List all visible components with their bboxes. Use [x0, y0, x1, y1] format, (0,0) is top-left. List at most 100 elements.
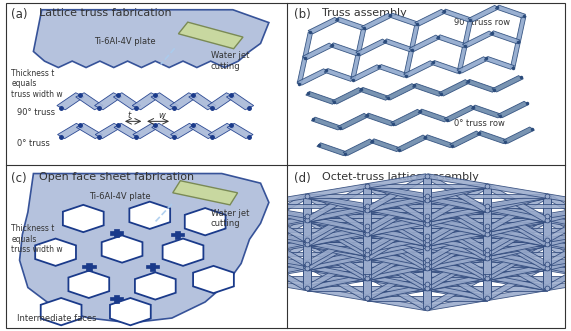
- Polygon shape: [423, 220, 431, 244]
- Polygon shape: [303, 268, 311, 288]
- Polygon shape: [366, 194, 428, 208]
- Polygon shape: [305, 238, 428, 266]
- Polygon shape: [485, 238, 548, 256]
- Polygon shape: [114, 295, 119, 303]
- Polygon shape: [86, 263, 91, 271]
- Polygon shape: [426, 174, 488, 188]
- Polygon shape: [246, 262, 308, 280]
- Polygon shape: [486, 228, 548, 242]
- Polygon shape: [363, 210, 371, 230]
- Polygon shape: [130, 202, 170, 229]
- Polygon shape: [363, 278, 371, 298]
- Polygon shape: [133, 123, 159, 139]
- Polygon shape: [425, 238, 548, 266]
- Polygon shape: [486, 276, 548, 291]
- Polygon shape: [171, 123, 196, 139]
- Text: Lattice truss fabrication: Lattice truss fabrication: [39, 8, 171, 18]
- Polygon shape: [246, 252, 368, 280]
- Polygon shape: [208, 123, 234, 139]
- Polygon shape: [19, 173, 269, 323]
- Polygon shape: [365, 184, 488, 212]
- Polygon shape: [423, 248, 431, 268]
- Polygon shape: [367, 252, 486, 257]
- Polygon shape: [423, 264, 431, 284]
- Polygon shape: [363, 206, 371, 250]
- Polygon shape: [366, 242, 428, 257]
- Polygon shape: [404, 50, 414, 76]
- Polygon shape: [365, 208, 428, 226]
- Polygon shape: [364, 233, 429, 270]
- Polygon shape: [543, 244, 550, 264]
- Polygon shape: [385, 84, 417, 100]
- Polygon shape: [425, 262, 548, 291]
- Polygon shape: [335, 17, 365, 30]
- Polygon shape: [366, 208, 428, 222]
- Polygon shape: [426, 194, 488, 208]
- Polygon shape: [364, 222, 429, 260]
- Polygon shape: [427, 262, 547, 266]
- Polygon shape: [132, 93, 159, 110]
- Polygon shape: [503, 127, 534, 143]
- Polygon shape: [363, 230, 371, 254]
- Polygon shape: [483, 254, 490, 274]
- Polygon shape: [246, 214, 308, 232]
- Polygon shape: [306, 91, 336, 104]
- Polygon shape: [244, 243, 309, 280]
- Polygon shape: [423, 284, 431, 308]
- Polygon shape: [425, 262, 488, 280]
- Polygon shape: [426, 296, 488, 310]
- Polygon shape: [423, 244, 431, 268]
- Polygon shape: [367, 256, 486, 260]
- Polygon shape: [246, 204, 308, 222]
- Polygon shape: [305, 272, 368, 290]
- Polygon shape: [150, 263, 155, 271]
- Polygon shape: [363, 234, 371, 278]
- Polygon shape: [244, 205, 309, 242]
- Polygon shape: [426, 252, 488, 266]
- Polygon shape: [363, 254, 371, 274]
- Polygon shape: [365, 208, 488, 236]
- Polygon shape: [114, 123, 140, 139]
- Polygon shape: [303, 196, 311, 220]
- Polygon shape: [332, 88, 363, 104]
- Polygon shape: [426, 256, 488, 270]
- Polygon shape: [486, 214, 548, 228]
- Polygon shape: [423, 216, 431, 220]
- Polygon shape: [363, 234, 371, 254]
- Polygon shape: [305, 194, 428, 222]
- Polygon shape: [425, 194, 548, 222]
- Polygon shape: [351, 54, 360, 80]
- Polygon shape: [431, 61, 461, 73]
- Polygon shape: [543, 220, 550, 240]
- Polygon shape: [424, 228, 489, 266]
- Polygon shape: [483, 186, 490, 210]
- Polygon shape: [425, 214, 548, 242]
- Polygon shape: [425, 282, 488, 301]
- Polygon shape: [546, 194, 571, 208]
- Polygon shape: [364, 228, 429, 266]
- Polygon shape: [366, 218, 428, 232]
- Polygon shape: [450, 131, 481, 147]
- Polygon shape: [425, 218, 548, 246]
- Polygon shape: [424, 184, 489, 222]
- Polygon shape: [426, 262, 488, 276]
- Polygon shape: [102, 235, 142, 263]
- Polygon shape: [492, 75, 523, 92]
- Polygon shape: [424, 174, 489, 212]
- Polygon shape: [483, 230, 490, 254]
- Polygon shape: [303, 196, 311, 240]
- Text: (a): (a): [11, 8, 28, 21]
- Polygon shape: [425, 208, 488, 226]
- Polygon shape: [305, 276, 368, 291]
- Polygon shape: [244, 218, 309, 256]
- Polygon shape: [152, 123, 178, 139]
- Polygon shape: [423, 244, 431, 288]
- Polygon shape: [305, 218, 428, 246]
- Polygon shape: [364, 198, 429, 236]
- Polygon shape: [426, 204, 488, 218]
- Polygon shape: [485, 218, 548, 236]
- Polygon shape: [366, 256, 428, 270]
- Polygon shape: [485, 204, 571, 232]
- Polygon shape: [303, 220, 311, 244]
- Polygon shape: [247, 228, 367, 232]
